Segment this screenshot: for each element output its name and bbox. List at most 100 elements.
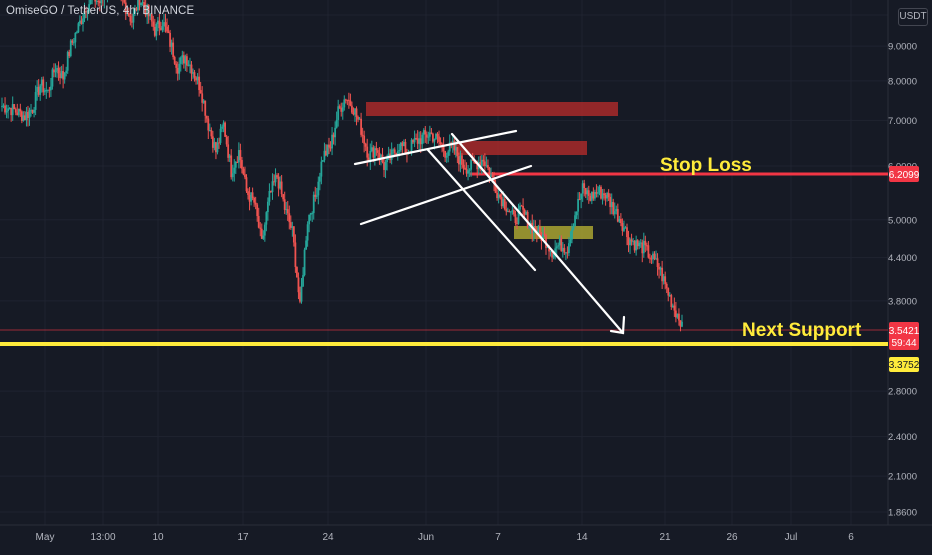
x-tick-label: 10 <box>152 532 164 543</box>
projection-arrowhead-icon <box>609 315 626 335</box>
candle <box>661 260 664 290</box>
candle <box>241 156 243 174</box>
candle <box>402 139 405 147</box>
channel-upper-line[interactable] <box>353 129 518 166</box>
demand-zone[interactable] <box>514 226 593 239</box>
candle <box>198 68 201 97</box>
candle <box>33 107 35 118</box>
candle <box>349 93 352 107</box>
candle <box>616 203 619 223</box>
y-tick-label: 5.0000 <box>888 215 917 226</box>
candle <box>40 76 43 93</box>
candle <box>201 86 204 112</box>
price-axis-ticks: 109.00008.00007.00006.00005.00004.40003.… <box>888 11 917 519</box>
candle <box>196 73 199 85</box>
x-tick-label: May <box>36 532 55 543</box>
resistance-zone-lower[interactable] <box>454 141 587 155</box>
candle <box>644 235 647 253</box>
candle <box>303 247 306 277</box>
candle <box>464 159 466 171</box>
candle <box>245 174 248 193</box>
candle <box>578 191 581 201</box>
candle <box>344 98 347 104</box>
currency-selector[interactable]: USDT <box>898 8 928 26</box>
candle <box>496 185 499 201</box>
candle <box>425 131 428 144</box>
candle <box>130 13 133 28</box>
candle <box>572 223 575 231</box>
channel-lower-line[interactable] <box>359 164 533 226</box>
x-tick-label: 24 <box>322 532 334 543</box>
candle <box>233 159 236 182</box>
candle <box>259 222 262 237</box>
candle <box>377 148 379 160</box>
candle <box>179 56 182 72</box>
candle <box>439 137 442 146</box>
projection-arrow-line[interactable] <box>450 132 625 335</box>
candle <box>57 61 60 81</box>
candle <box>83 2 86 23</box>
candle <box>302 267 304 288</box>
candle <box>354 107 356 122</box>
candle <box>237 142 240 169</box>
candle <box>325 144 327 157</box>
candle <box>352 107 355 116</box>
candle <box>74 32 77 49</box>
candle <box>441 142 443 153</box>
candle <box>652 251 654 264</box>
candle <box>224 121 227 138</box>
candle <box>30 103 32 117</box>
candle <box>600 185 602 200</box>
candle <box>184 54 187 72</box>
candle <box>138 0 141 11</box>
candle <box>355 106 358 126</box>
candle <box>505 201 508 216</box>
candle <box>381 147 384 164</box>
candle <box>563 244 566 255</box>
candle <box>219 124 222 145</box>
candle <box>514 210 517 226</box>
candle <box>69 39 72 58</box>
candle <box>470 159 473 177</box>
resistance-zone-upper[interactable] <box>366 102 618 116</box>
candle <box>309 212 312 221</box>
candle <box>63 71 66 84</box>
candle <box>59 66 61 85</box>
candle <box>482 155 485 167</box>
svg-text:3.3752: 3.3752 <box>889 360 920 371</box>
candle <box>577 192 579 220</box>
candle <box>384 159 387 179</box>
stop-price-badge: 6.2099 <box>889 166 920 182</box>
candle <box>485 156 488 168</box>
candle <box>335 111 338 129</box>
candle <box>48 86 51 98</box>
current-price-badge: 3.5421 59:44 <box>889 322 920 350</box>
candle <box>265 211 268 232</box>
price-axis-border <box>0 0 932 526</box>
candle <box>467 165 469 181</box>
candle <box>665 282 668 294</box>
candle <box>166 18 168 34</box>
candle <box>60 65 63 79</box>
candle <box>351 101 353 115</box>
candle <box>286 200 289 221</box>
candle <box>36 80 39 101</box>
candle <box>312 191 315 220</box>
descending-line-inner[interactable] <box>426 148 537 272</box>
candle <box>597 185 599 198</box>
candle <box>436 132 439 144</box>
candle <box>144 0 147 18</box>
candle <box>95 0 98 5</box>
candle <box>341 102 344 120</box>
candle <box>244 166 246 180</box>
candle <box>106 0 108 3</box>
y-tick-label: 1.8600 <box>888 508 917 519</box>
candle <box>288 205 291 230</box>
candle <box>401 141 404 154</box>
candle <box>589 193 592 202</box>
candle <box>149 13 152 20</box>
next-support-label: Next Support <box>742 320 862 341</box>
trendlines[interactable] <box>353 129 626 335</box>
